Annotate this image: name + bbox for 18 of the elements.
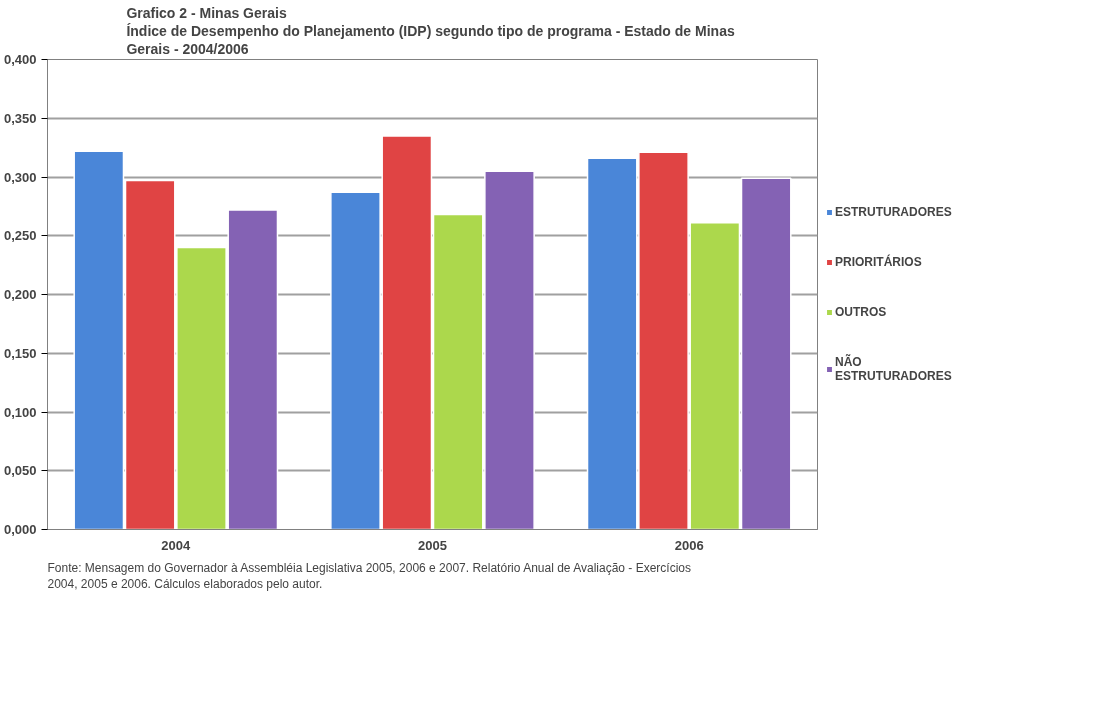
y-tick-label: 0,350 xyxy=(3,110,37,126)
y-tick-label: 0,150 xyxy=(3,345,37,361)
legend-label: NÃO ESTRUTURADORES xyxy=(835,355,952,383)
x-tick-label: 2004 xyxy=(161,537,192,553)
y-tick-label: 0,250 xyxy=(3,228,37,244)
y-tick-label: 0,400 xyxy=(3,52,37,67)
x-tick-label: 2005 xyxy=(418,537,447,553)
legend-label: PRIORITÁRIOS xyxy=(835,255,922,269)
x-tick-label: 2006 xyxy=(674,537,704,553)
chart-title: Grafico 2 - Minas Gerais Índice de Desempenho do Planejamento (IDP) segundo tipo de programa - Estado de Minas Gerais - 2004/2006 xyxy=(126,4,735,58)
y-tick-label: 0,200 xyxy=(3,287,37,302)
y-tick-label: 0,000 xyxy=(3,522,37,537)
source-note: Fonte: Mensagem do Governador à Assembléia Legislativa 2005, 2006 e 2007. Relatório Anual de Avaliação - Exercícios 2004, 2005 e 2006. Cálculos elaborados pelo autor. xyxy=(47,561,692,592)
legend-label: ESTRUTURADORES xyxy=(835,205,952,219)
y-tick-label: 0,100 xyxy=(3,404,37,420)
y-tick-label: 0,050 xyxy=(3,463,37,479)
legend-label: OUTROS xyxy=(835,305,887,319)
y-tick-label: 0,300 xyxy=(3,169,37,185)
